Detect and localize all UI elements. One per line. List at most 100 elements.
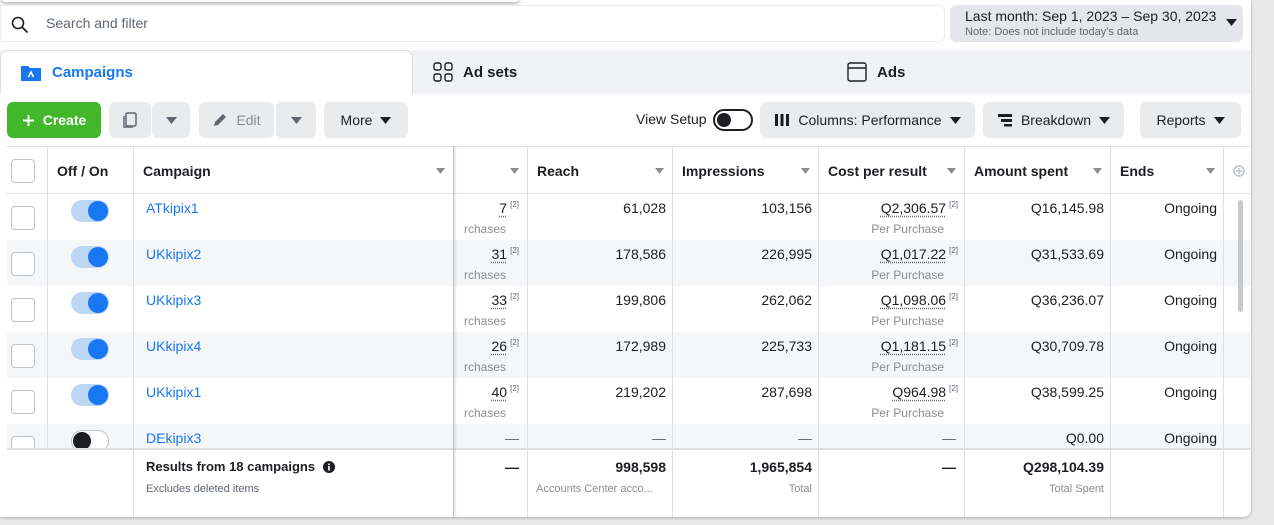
- row-toggle-cell: [48, 424, 134, 470]
- row-spent-cell: Q30,709.78: [965, 332, 1111, 378]
- reports-label: Reports: [1156, 112, 1206, 128]
- create-button[interactable]: Create: [7, 102, 101, 138]
- header-results[interactable]: [454, 147, 528, 195]
- row-spent-cell: Q0.00: [965, 424, 1111, 470]
- table-row[interactable]: UKkipix2 31 [2] rchases 178,586 226,995 Q1,017…: [7, 240, 1251, 286]
- header-off-on[interactable]: Off / On: [48, 147, 134, 195]
- spent-value: Q30,709.78: [1030, 338, 1104, 354]
- header-ends[interactable]: Ends: [1111, 147, 1224, 195]
- campaigns-table: Off / On Campaign Reach Impressions Cost…: [7, 146, 1251, 517]
- campaign-name-link[interactable]: UKkipix1: [146, 384, 202, 400]
- row-campaign-cell: UKkipix3: [134, 286, 454, 332]
- ads-manager-panel: Search and filter Last month: Sep 1, 202…: [0, 0, 1251, 517]
- header-cost-per-result[interactable]: Cost per result: [819, 147, 965, 195]
- campaign-toggle[interactable]: [71, 246, 109, 268]
- campaign-toggle[interactable]: [71, 430, 109, 452]
- breakdown-button[interactable]: Breakdown: [983, 102, 1124, 138]
- results-value[interactable]: 31 [2]: [492, 246, 519, 262]
- view-setup-label: View Setup: [636, 111, 707, 127]
- tab-label: Campaigns: [52, 64, 133, 81]
- table-row[interactable]: UKkipix1 40 [2] rchases 219,202 287,698 Q964.9…: [7, 378, 1251, 424]
- vertical-scrollbar[interactable]: [1238, 200, 1243, 312]
- row-checkbox[interactable]: [11, 344, 35, 368]
- sort-caret-icon: [655, 168, 664, 174]
- campaign-name-link[interactable]: DEkipix3: [146, 430, 202, 446]
- row-select-cell: [7, 378, 48, 424]
- campaign-toggle[interactable]: [71, 200, 109, 222]
- duplicate-dropdown-button[interactable]: [152, 102, 190, 138]
- cpr-number: Q964.98: [892, 384, 947, 400]
- header-campaign[interactable]: Campaign: [134, 147, 454, 195]
- row-select-cell: [7, 286, 48, 332]
- header-reach[interactable]: Reach: [528, 147, 673, 195]
- cpr-subtext: Per Purchase: [871, 406, 944, 420]
- date-range-picker[interactable]: Last month: Sep 1, 2023 – Sep 30, 2023 N…: [950, 5, 1243, 42]
- results-value[interactable]: 26 [2]: [492, 338, 519, 354]
- edit-button[interactable]: Edit: [199, 102, 274, 138]
- row-checkbox[interactable]: [11, 298, 35, 322]
- search-input[interactable]: Search and filter: [0, 5, 945, 42]
- tab-campaigns[interactable]: Campaigns: [0, 50, 413, 94]
- results-subtext: rchases: [463, 268, 506, 282]
- reports-button[interactable]: Reports: [1140, 102, 1241, 138]
- header-amount-spent[interactable]: Amount spent: [965, 147, 1111, 195]
- campaign-name-link[interactable]: UKkipix2: [146, 246, 202, 262]
- cpr-value[interactable]: Q1,098.06 [2]: [881, 292, 958, 308]
- summary-cost-per-result: —: [819, 450, 965, 517]
- duplicate-button[interactable]: [109, 102, 151, 138]
- summary-value: Q298,104.39: [1023, 459, 1104, 475]
- row-impressions-cell: —: [673, 424, 819, 470]
- more-label: More: [340, 112, 373, 128]
- sort-caret-icon: [1093, 168, 1102, 174]
- select-all-checkbox[interactable]: [11, 159, 35, 183]
- row-reach-cell: 178,586: [528, 240, 673, 286]
- tab-ad-sets[interactable]: Ad sets: [421, 50, 826, 94]
- row-checkbox[interactable]: [11, 252, 35, 276]
- results-subtext: rchases: [463, 360, 506, 374]
- table-row[interactable]: ATkipix1 7 [2] rchases 61,028 103,156 Q2,306.5…: [7, 194, 1251, 240]
- reach-value: 199,806: [615, 292, 666, 308]
- campaign-toggle[interactable]: [71, 338, 109, 360]
- row-select-cell: [7, 240, 48, 286]
- header-impressions[interactable]: Impressions: [673, 147, 819, 195]
- cpr-value[interactable]: Q2,306.57 [2]: [881, 200, 958, 216]
- row-ends-cell: Ongoing: [1111, 240, 1224, 286]
- campaign-toggle[interactable]: [71, 292, 109, 314]
- row-ends-cell: Ongoing: [1111, 378, 1224, 424]
- campaign-name-link[interactable]: ATkipix1: [146, 200, 199, 216]
- header-add-column[interactable]: [1224, 147, 1251, 195]
- edit-label: Edit: [236, 112, 261, 128]
- results-value[interactable]: 33 [2]: [492, 292, 519, 308]
- row-toggle-cell: [48, 194, 134, 240]
- chevron-down-icon: [380, 116, 392, 124]
- cpr-number: Q1,098.06: [880, 292, 947, 308]
- summary-title: Results from 18 campaigns: [146, 459, 316, 474]
- row-checkbox[interactable]: [11, 206, 35, 230]
- cpr-value[interactable]: Q1,017.22 [2]: [881, 246, 958, 262]
- results-value[interactable]: 7 [2]: [499, 200, 519, 216]
- frozen-column-shadow: [453, 146, 457, 517]
- ends-value: Ongoing: [1164, 338, 1217, 354]
- cpr-value[interactable]: Q964.98 [2]: [892, 384, 958, 400]
- results-number: 26: [491, 338, 508, 354]
- cpr-value[interactable]: Q1,181.15 [2]: [881, 338, 958, 354]
- columns-button[interactable]: Columns: Performance: [760, 102, 975, 138]
- impressions-value: 225,733: [761, 338, 812, 354]
- table-row[interactable]: UKkipix4 26 [2] rchases 172,989 225,733 Q1,181…: [7, 332, 1251, 378]
- chevron-down-icon: [1226, 19, 1237, 26]
- campaign-name-link[interactable]: UKkipix4: [146, 338, 202, 354]
- more-button[interactable]: More: [324, 102, 408, 138]
- row-checkbox[interactable]: [11, 390, 35, 414]
- results-value[interactable]: 40 [2]: [492, 384, 519, 400]
- edit-dropdown-button[interactable]: [276, 102, 316, 138]
- campaign-toggle[interactable]: [71, 384, 109, 406]
- table-row[interactable]: UKkipix3 33 [2] rchases 199,806 262,062 Q1,098…: [7, 286, 1251, 332]
- campaign-name-link[interactable]: UKkipix3: [146, 292, 202, 308]
- impressions-value: 226,995: [761, 246, 812, 262]
- row-cpr-cell: Q2,306.57 [2] Per Purchase: [819, 194, 965, 240]
- tab-ads[interactable]: Ads: [835, 50, 1241, 94]
- view-setup-toggle[interactable]: [713, 109, 753, 131]
- summary-subtitle: Excludes deleted items: [146, 483, 260, 495]
- ends-value: Ongoing: [1164, 292, 1217, 308]
- info-icon[interactable]: [323, 461, 335, 473]
